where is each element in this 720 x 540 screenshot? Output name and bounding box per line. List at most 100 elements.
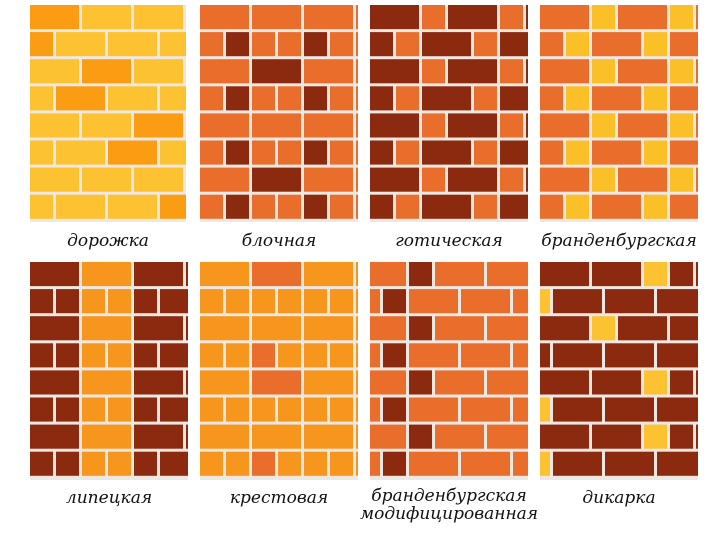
brick [566,32,589,57]
brick [670,5,693,30]
brick [540,32,563,57]
brick [108,451,131,476]
brick [540,140,563,165]
brick [696,59,698,84]
brick [356,59,358,84]
brick [304,86,327,111]
brick [226,397,249,422]
brick [134,451,157,476]
brick [370,113,419,138]
brick [422,59,445,84]
brick [435,262,484,287]
brick [657,451,698,476]
panel-dorozhka [30,5,186,222]
brick [540,5,589,30]
brick [605,451,654,476]
brick [513,397,528,422]
brick [370,32,393,57]
caption-krestovaya: крестовая [229,488,329,508]
brick [160,397,188,422]
brick [330,86,353,111]
brick [670,194,698,219]
caption-dikarka: дикарка [582,488,656,508]
brick [644,140,667,165]
brick [540,167,589,192]
brick [383,397,406,422]
brick [696,262,698,287]
panel-blochnaya [200,5,358,222]
brick [644,370,667,395]
brick [330,397,353,422]
brick [370,140,393,165]
brick [370,167,419,192]
brick [409,343,458,368]
brick [370,194,393,219]
caption-line-1: бранденбургская [371,486,527,506]
brick [82,397,105,422]
brick [670,59,693,84]
brick [670,316,698,341]
brick [356,194,358,219]
brick [448,113,497,138]
brick [409,451,458,476]
brick [592,194,641,219]
brick [644,262,667,287]
brick [448,167,497,192]
brick [56,140,105,165]
brick [618,316,667,341]
brick [396,32,419,57]
brick [200,262,249,287]
brick [108,397,131,422]
brick [540,86,563,111]
brick [383,289,406,314]
brick [356,167,358,192]
caption-blochnaya: блочная [241,231,317,251]
brick [330,32,353,57]
brick [330,343,353,368]
brick [30,316,79,341]
brick [435,316,484,341]
brick [304,397,327,422]
panel-krestovaya [200,262,358,480]
brick [252,167,301,192]
brick [435,424,484,449]
brick [383,343,406,368]
brick [540,343,550,368]
brick [526,59,528,84]
caption-line-2: модифицированная [360,504,539,524]
brick [278,32,301,57]
brick [592,167,615,192]
brick [500,113,523,138]
brick [82,167,131,192]
brick [330,451,353,476]
brick [30,194,53,219]
brick [304,316,353,341]
brick [330,194,353,219]
brick [566,194,589,219]
brick [356,289,358,314]
brick [82,451,105,476]
brick [540,289,550,314]
brick [540,113,589,138]
brick [356,343,358,368]
brick [474,86,497,111]
brick-pattern-krestovaya [200,262,358,480]
brick [160,194,186,219]
brick [696,167,698,192]
brick [500,140,528,165]
brick [108,289,131,314]
brick [461,343,510,368]
brick [30,5,79,30]
brick [605,397,654,422]
brick [252,289,275,314]
brick [134,167,183,192]
brick [670,262,693,287]
brick [82,5,131,30]
brick [304,262,353,287]
brick [226,343,249,368]
brick [592,32,641,57]
brick [186,424,188,449]
brick [186,316,188,341]
brick [30,86,53,111]
